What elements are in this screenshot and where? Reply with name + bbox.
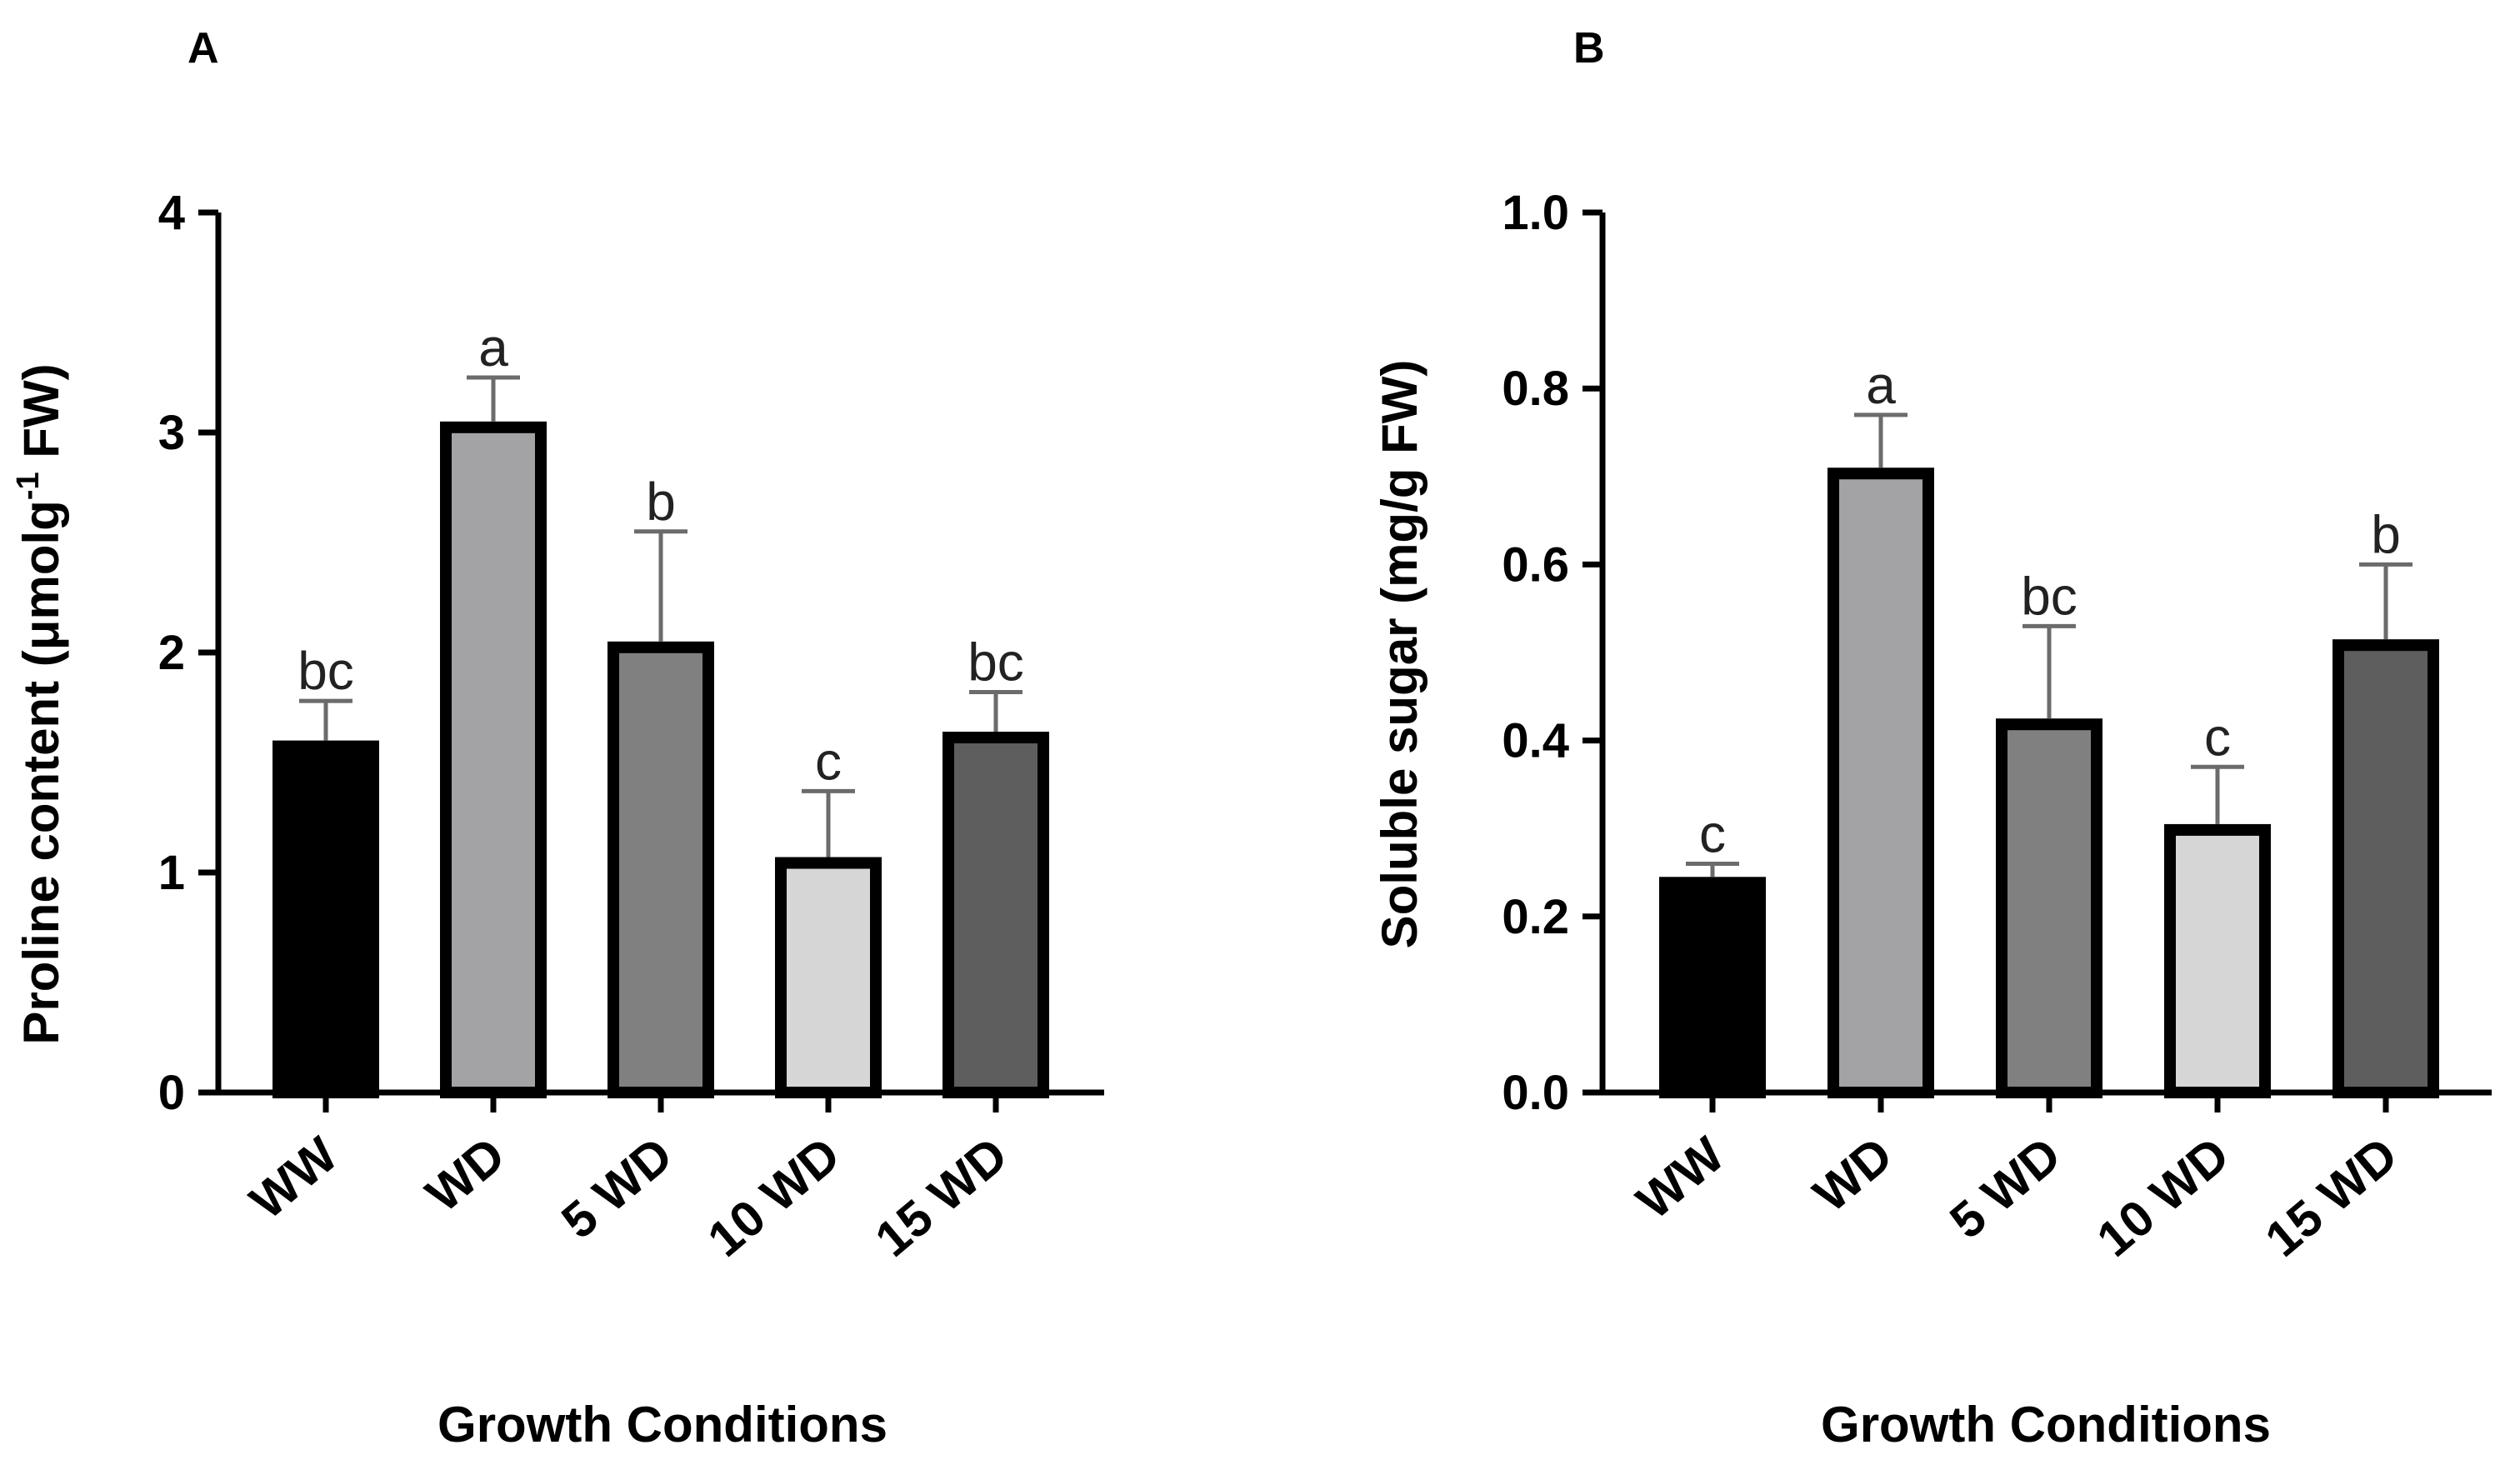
panel-b-letter: B <box>1573 24 1605 72</box>
panel-b-category-label: 10 WD <box>2087 1127 2240 1268</box>
panel-b-y-axis-title-main: Soluble sugar (mg/g FW) <box>1372 360 1428 949</box>
panel-b: B Soluble sugar (mg/g FW) Growth Conditi… <box>1372 24 2492 1452</box>
panel-a-y-tick-label: 1 <box>158 846 185 900</box>
panel-b-x-axis-title: Growth Conditions <box>1821 1397 2271 1452</box>
panel-a-y-axis-title-superscript: -1 <box>11 472 46 500</box>
panel-b-bar <box>1828 468 1934 1098</box>
panel-b-category-label: 15 WD <box>2255 1127 2408 1268</box>
panel-a-bar <box>775 857 882 1099</box>
panel-b-significance-label: bc <box>2021 566 2078 626</box>
panel-a-bar <box>272 740 379 1098</box>
panel-a-category-label: WD <box>416 1127 516 1223</box>
panel-b-bar <box>1996 718 2102 1098</box>
panel-b-bar <box>2164 823 2271 1098</box>
panel-b-y-tick-label: 0.8 <box>1502 362 1569 416</box>
panel-a-category-label: 10 WD <box>698 1127 851 1268</box>
panel-b-significance-label: a <box>1866 355 1896 415</box>
panel-a-y-axis-title-tail: FW) <box>13 363 69 472</box>
panel-a-letter: A <box>188 24 219 72</box>
panel-a-category-label: 15 WD <box>865 1127 1018 1268</box>
panel-b-y-tick-label: 0.4 <box>1502 714 1569 768</box>
panel-b-category-label: 5 WD <box>1939 1127 2071 1250</box>
panel-b-category-label: WW <box>1627 1126 1735 1229</box>
panel-a: A Proline content (μmolg-1 FW) Growth Co… <box>11 24 1104 1452</box>
panel-a-bar <box>440 421 547 1098</box>
panel-a-y-tick-label: 4 <box>158 186 185 240</box>
panel-a-significance-label: bc <box>298 641 354 701</box>
panel-b-significance-label: c <box>1699 803 1726 863</box>
panel-a-y-tick-label: 3 <box>158 406 185 460</box>
panel-b-y-tick-label: 1.0 <box>1502 186 1569 240</box>
panel-a-x-axis-title: Growth Conditions <box>438 1397 888 1452</box>
panel-a-bar <box>608 641 714 1098</box>
panel-b-y-tick-label: 0.2 <box>1502 890 1569 944</box>
panel-a-significance-label: b <box>646 472 676 532</box>
panel-a-significance-label: bc <box>968 632 1024 692</box>
panel-b-y-tick-label: 0.6 <box>1502 538 1569 592</box>
panel-b-category-label: WD <box>1803 1127 1903 1223</box>
panel-a-y-tick-label: 0 <box>158 1066 185 1120</box>
panel-a-y-axis-title-main: Proline content (μmolg <box>13 500 69 1044</box>
panel-b-significance-label: b <box>2371 504 2401 564</box>
panel-a-category-label: WW <box>240 1126 348 1229</box>
panel-b-bar <box>1659 877 1766 1099</box>
panel-a-significance-label: a <box>478 318 508 378</box>
panel-b-bar <box>2332 639 2439 1098</box>
panel-a-y-tick-label: 2 <box>158 626 185 680</box>
panel-b-significance-label: c <box>2204 707 2231 767</box>
panel-a-bar <box>942 732 1049 1098</box>
panel-b-y-axis-title: Soluble sugar (mg/g FW) <box>1372 360 1428 949</box>
panel-a-significance-label: c <box>815 731 842 791</box>
panel-a-y-axis-title: Proline content (μmolg-1 FW) <box>11 363 69 1044</box>
panel-a-category-label: 5 WD <box>551 1127 682 1250</box>
panel-b-y-tick-label: 0.0 <box>1502 1066 1569 1120</box>
